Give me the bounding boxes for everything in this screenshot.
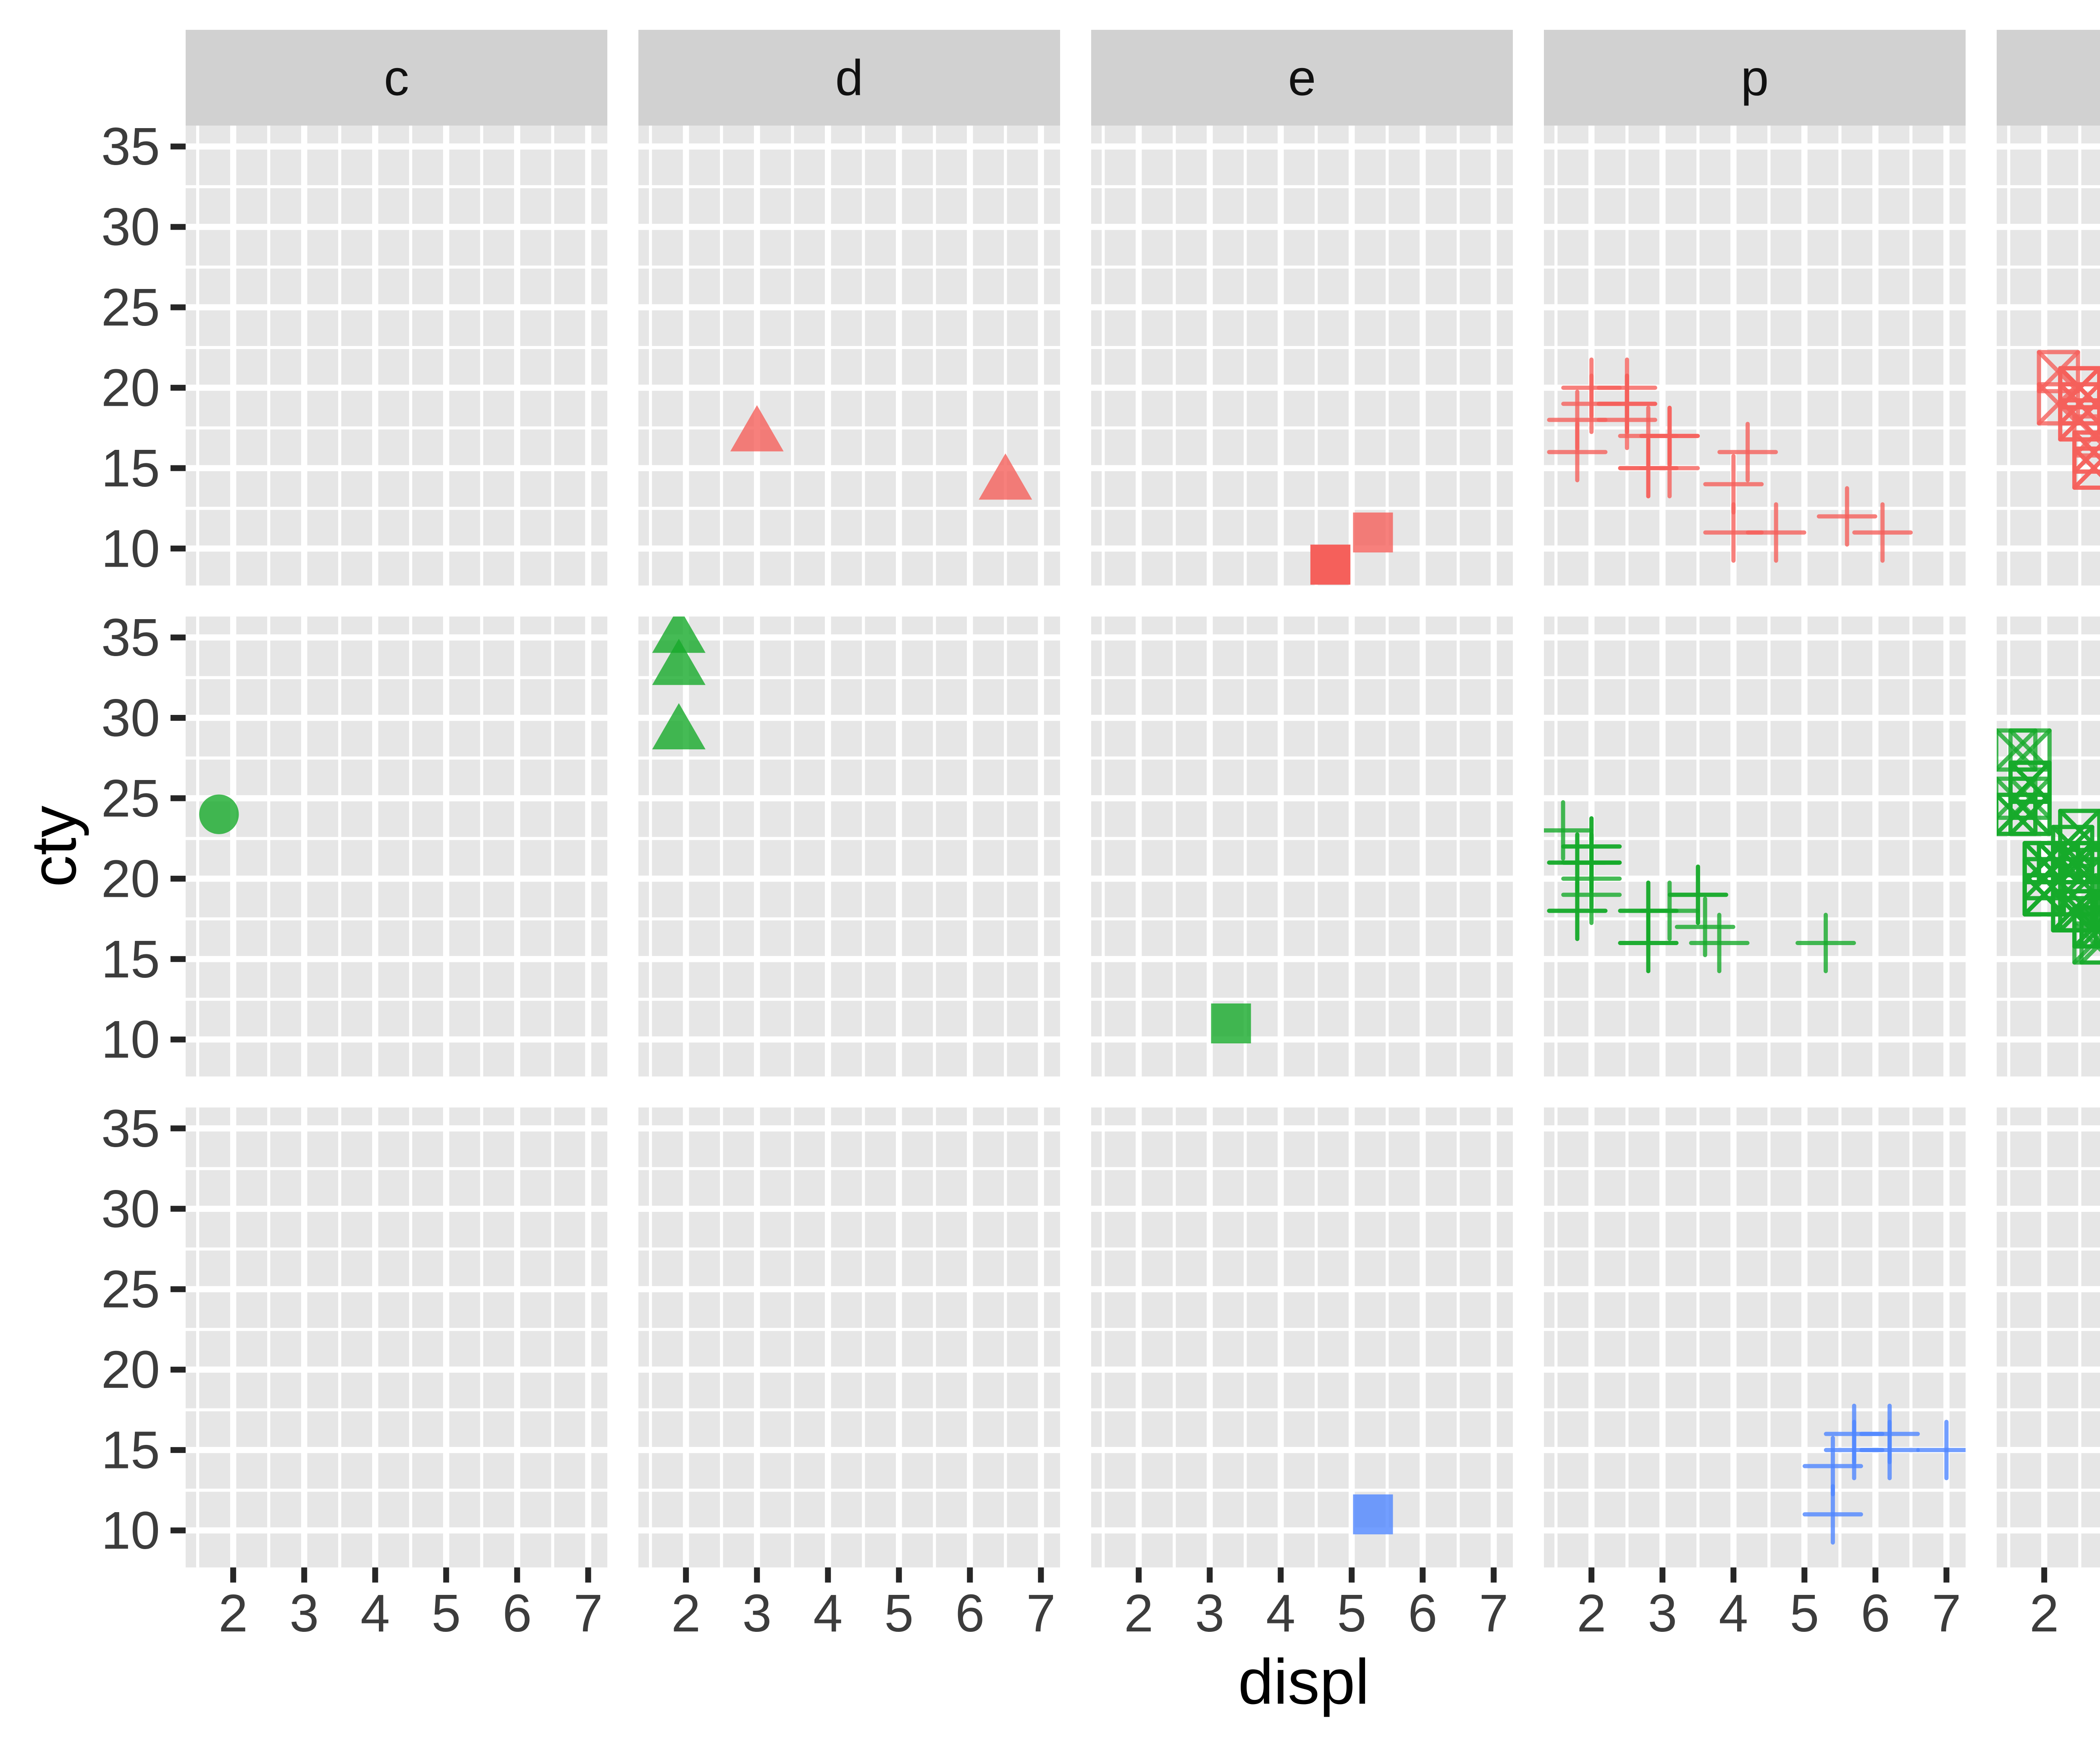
svg-text:4: 4 — [813, 1584, 843, 1643]
svg-text:4: 4 — [1719, 1584, 1748, 1643]
svg-text:6: 6 — [502, 1584, 532, 1643]
svg-text:30: 30 — [101, 1179, 160, 1238]
svg-text:6: 6 — [955, 1584, 984, 1643]
svg-text:2: 2 — [218, 1584, 248, 1643]
svg-text:7: 7 — [1932, 1584, 1961, 1643]
svg-text:e: e — [1288, 50, 1316, 106]
svg-text:d: d — [835, 50, 864, 106]
svg-text:p: p — [1741, 50, 1769, 106]
svg-text:25: 25 — [101, 769, 160, 828]
svg-text:30: 30 — [101, 688, 160, 748]
svg-text:2: 2 — [1577, 1584, 1606, 1643]
svg-text:3: 3 — [289, 1584, 319, 1643]
svg-text:20: 20 — [101, 1340, 160, 1399]
svg-text:15: 15 — [101, 1421, 160, 1480]
svg-text:20: 20 — [101, 358, 160, 418]
svg-text:cty: cty — [18, 806, 89, 887]
svg-text:10: 10 — [101, 1010, 160, 1069]
svg-text:25: 25 — [101, 278, 160, 337]
svg-text:7: 7 — [1026, 1584, 1055, 1643]
svg-text:35: 35 — [101, 1099, 160, 1158]
svg-text:6: 6 — [1408, 1584, 1437, 1643]
svg-text:35: 35 — [101, 117, 160, 176]
svg-text:35: 35 — [101, 608, 160, 667]
svg-text:3: 3 — [1195, 1584, 1224, 1643]
svg-text:2: 2 — [2029, 1584, 2059, 1643]
svg-text:15: 15 — [101, 439, 160, 498]
svg-text:2: 2 — [671, 1584, 701, 1643]
svg-text:5: 5 — [431, 1584, 461, 1643]
svg-text:6: 6 — [1861, 1584, 1890, 1643]
svg-text:20: 20 — [101, 849, 160, 908]
svg-text:7: 7 — [573, 1584, 603, 1643]
svg-text:15: 15 — [101, 930, 160, 989]
svg-text:4: 4 — [1266, 1584, 1295, 1643]
svg-text:7: 7 — [1479, 1584, 1508, 1643]
svg-text:25: 25 — [101, 1260, 160, 1319]
svg-text:c: c — [384, 50, 409, 106]
svg-text:3: 3 — [742, 1584, 772, 1643]
svg-text:5: 5 — [1790, 1584, 1819, 1643]
svg-text:5: 5 — [1337, 1584, 1366, 1643]
svg-text:30: 30 — [101, 197, 160, 257]
svg-text:4: 4 — [360, 1584, 390, 1643]
svg-text:2: 2 — [1124, 1584, 1153, 1643]
svg-text:displ: displ — [1238, 1646, 1370, 1718]
svg-text:10: 10 — [101, 519, 160, 578]
svg-text:5: 5 — [884, 1584, 914, 1643]
svg-text:3: 3 — [1648, 1584, 1677, 1643]
svg-text:10: 10 — [101, 1501, 160, 1560]
